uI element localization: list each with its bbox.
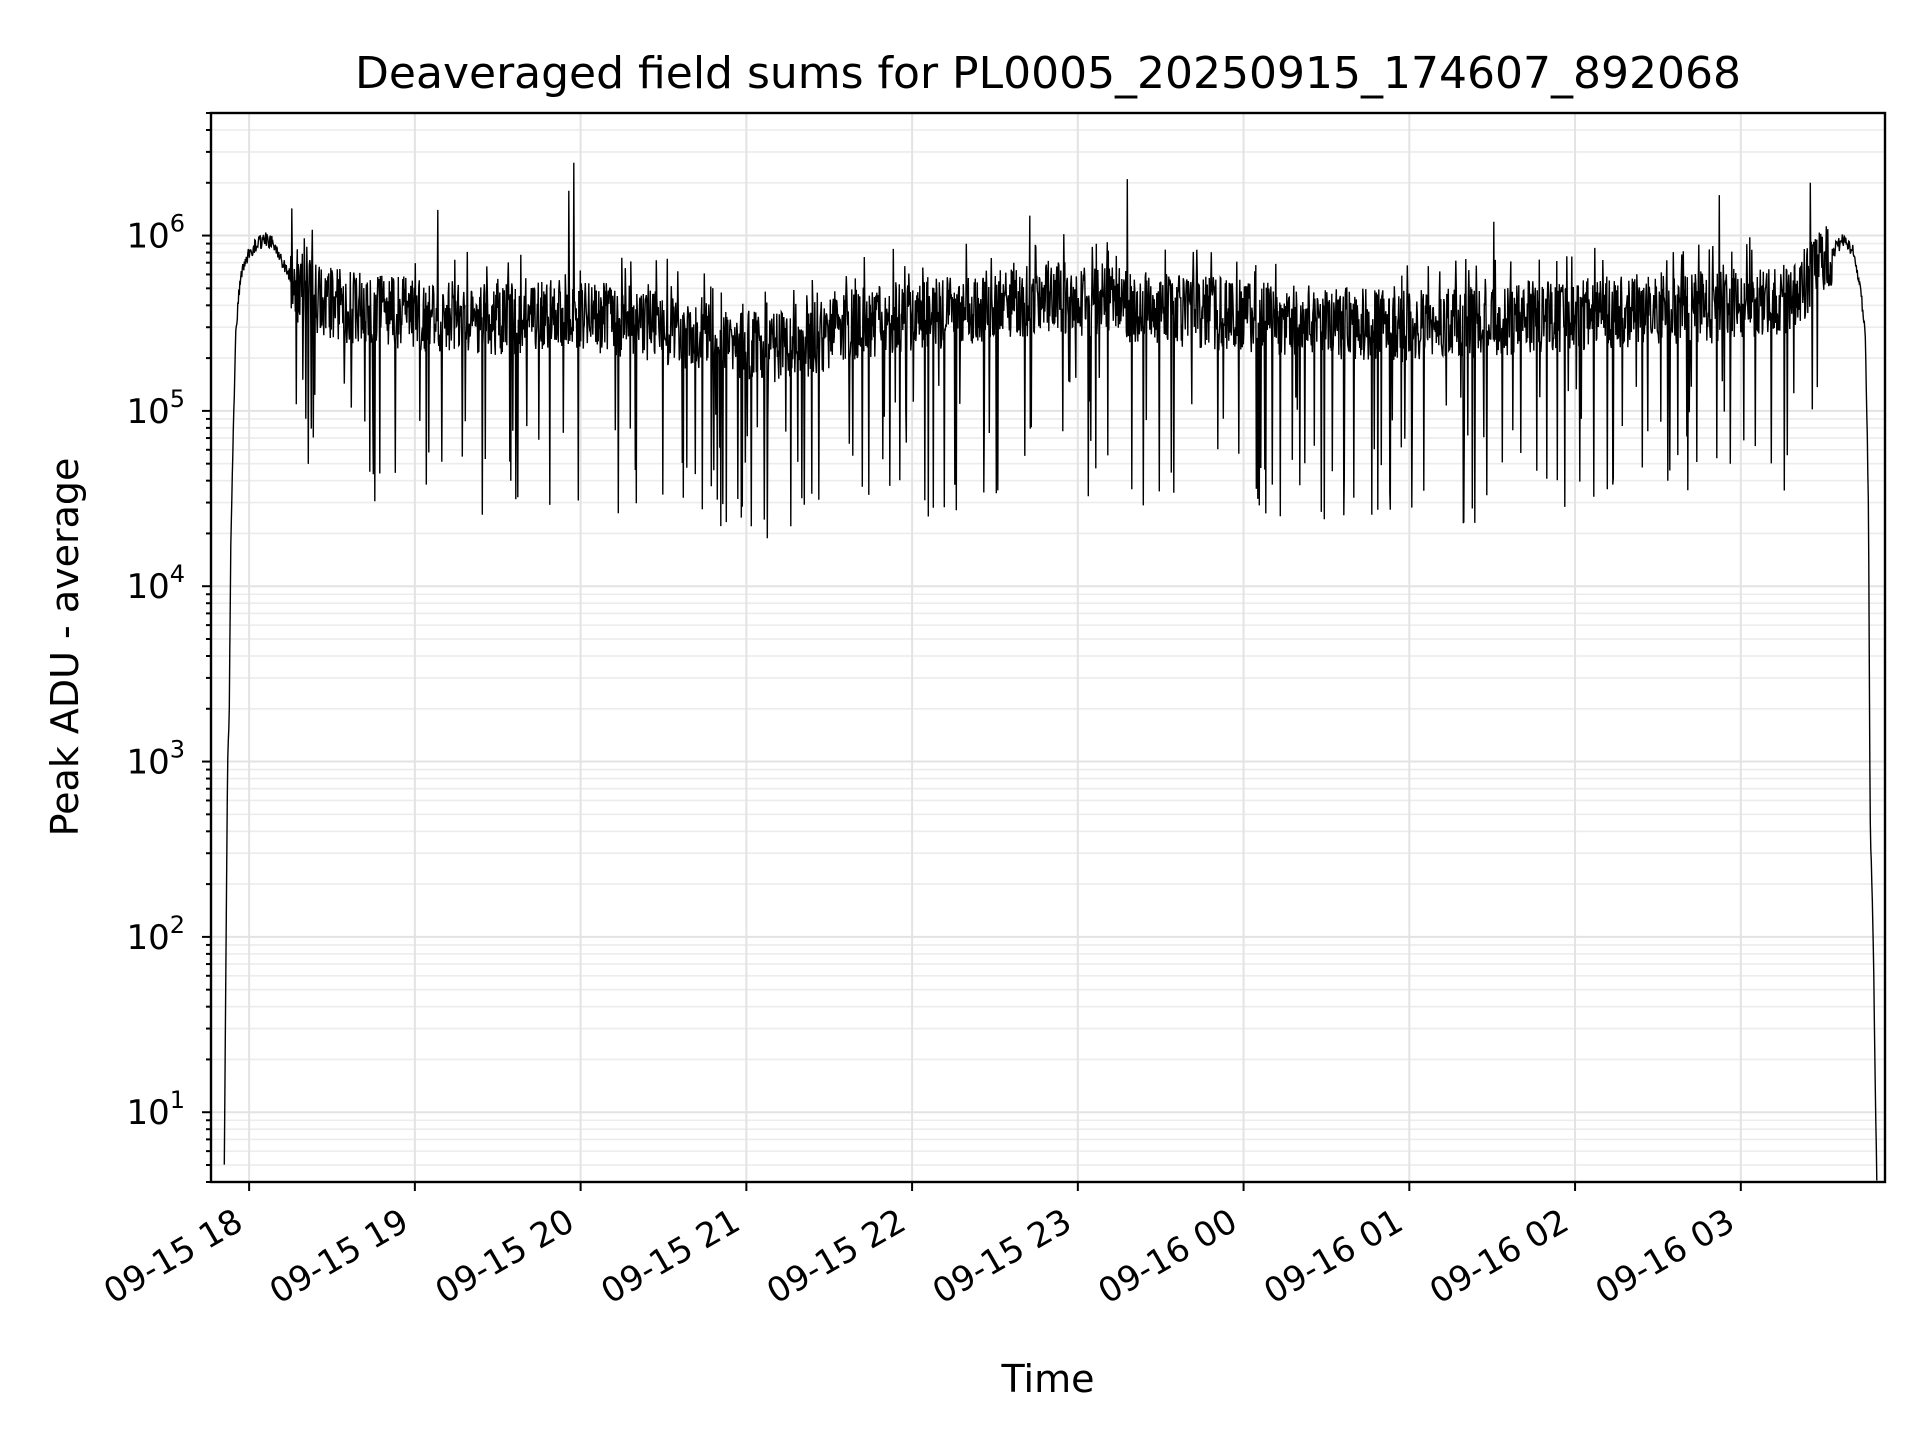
y-tick-label: 101: [126, 1086, 185, 1133]
y-axis-label: Peak ADU - average: [43, 458, 87, 837]
plot-frame: [209, 111, 1887, 1184]
series-layer: [223, 162, 1878, 1181]
chart-title: Deaveraged field sums for PL0005_2025091…: [355, 48, 1741, 99]
y-tick-label: 105: [126, 385, 185, 432]
series-line: [223, 162, 1878, 1181]
x-axis-label: Time: [1001, 1357, 1095, 1401]
y-axis: 101 102 103 104 105 106: [126, 112, 211, 1183]
y-tick-label: 104: [126, 560, 185, 607]
y-tick-label: 103: [126, 736, 185, 783]
y-tick-label: 102: [126, 911, 185, 958]
y-tick-label: 106: [126, 210, 185, 257]
